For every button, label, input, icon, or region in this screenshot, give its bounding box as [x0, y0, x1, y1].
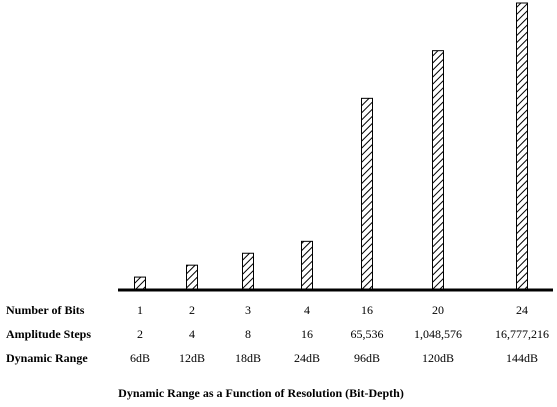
bar-20-bits [432, 50, 444, 290]
bar-3-bits [242, 252, 254, 290]
bar-2-bits [186, 264, 198, 290]
table-cell: 1,048,576 [414, 327, 462, 341]
table-cell: 16,777,216 [495, 327, 549, 341]
table-cell: 65,536 [350, 327, 384, 341]
table-cell: 1 [137, 303, 143, 317]
row-label-dynamic-range: Dynamic Range [6, 351, 88, 365]
row-label-number-of-bits: Number of Bits [6, 303, 85, 317]
table-cell: 4 [304, 303, 310, 317]
table-cell: 2 [189, 303, 195, 317]
table-cell: 16 [301, 327, 313, 341]
chart-title: Dynamic Range as a Function of Resolutio… [118, 386, 404, 400]
row-label-amplitude-steps: Amplitude Steps [6, 327, 92, 341]
table-cell: 20 [432, 303, 444, 317]
table-cell: 120dB [421, 351, 455, 365]
bar-24-bits [516, 2, 528, 290]
table-cell: 8 [245, 327, 251, 341]
bar-1-bits [134, 276, 146, 290]
table-cell: 18dB [234, 351, 262, 365]
table-cell: 16 [361, 303, 373, 317]
table-cell: 24 [516, 303, 528, 317]
bar-4-bits [301, 240, 313, 290]
table-cell: 3 [245, 303, 251, 317]
bar-16-bits [361, 97, 373, 290]
table-cell: 4 [189, 327, 195, 341]
bar-chart [118, 2, 553, 292]
table-cell: 96dB [353, 351, 381, 365]
table-cell: 144dB [505, 351, 539, 365]
table-cell: 12dB [178, 351, 206, 365]
table-cell: 6dB [129, 351, 151, 365]
table-cell: 2 [137, 327, 143, 341]
table-cell: 24dB [293, 351, 321, 365]
